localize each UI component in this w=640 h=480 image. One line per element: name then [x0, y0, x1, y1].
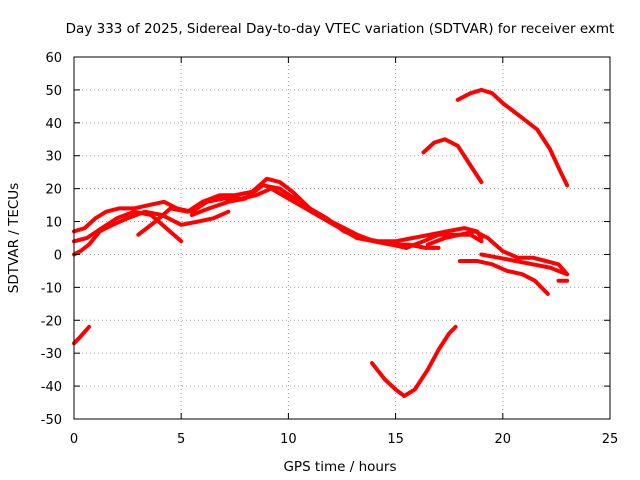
series-arc-8 [425, 229, 570, 277]
series-arc-9 [457, 259, 550, 296]
series-arc-12 [370, 324, 458, 398]
x-tick-label: 15 [387, 432, 404, 447]
y-tick-label: 30 [45, 150, 62, 165]
grid-layer [74, 57, 610, 419]
x-tick-label: 0 [70, 432, 78, 447]
y-tick-label: -30 [41, 347, 62, 362]
x-axis-label: GPS time / hours [283, 459, 396, 475]
series-arc-1 [72, 209, 231, 257]
x-tick-label: 20 [495, 432, 512, 447]
series-arc-13 [421, 137, 484, 185]
x-tick-label: 25 [602, 432, 619, 447]
y-axis-label: SDTVAR / TECUs [6, 183, 22, 293]
y-tick-label: -40 [41, 380, 62, 395]
y-tick-label: 50 [45, 84, 62, 99]
y-tick-label: 0 [54, 248, 62, 263]
plot-frame [73, 56, 611, 420]
series-arc-14 [455, 87, 570, 188]
series-arc-3 [72, 209, 184, 244]
series-arc-4 [72, 324, 91, 346]
y-tick-label: 10 [45, 216, 62, 231]
chart-title: Day 333 of 2025, Sidereal Day-to-day VTE… [66, 21, 615, 37]
series-arc-7 [404, 232, 484, 250]
series-arc-6 [189, 183, 441, 250]
series-layer [72, 87, 570, 398]
y-tick-label: 60 [45, 51, 62, 66]
y-tick-label: -10 [41, 281, 62, 296]
y-tick-label: -20 [41, 314, 62, 329]
tick-layer: 0 5 10 15 20 25 -50 -40 -30 -20 -10 0 10 20 30 40 50 60 [41, 51, 619, 447]
y-tick-label: 20 [45, 183, 62, 198]
y-tick-label: 40 [45, 117, 62, 132]
series-arc-10 [479, 252, 570, 277]
x-tick-label: 5 [177, 432, 185, 447]
x-tick-label: 10 [280, 432, 297, 447]
y-tick-label: -50 [41, 413, 62, 428]
